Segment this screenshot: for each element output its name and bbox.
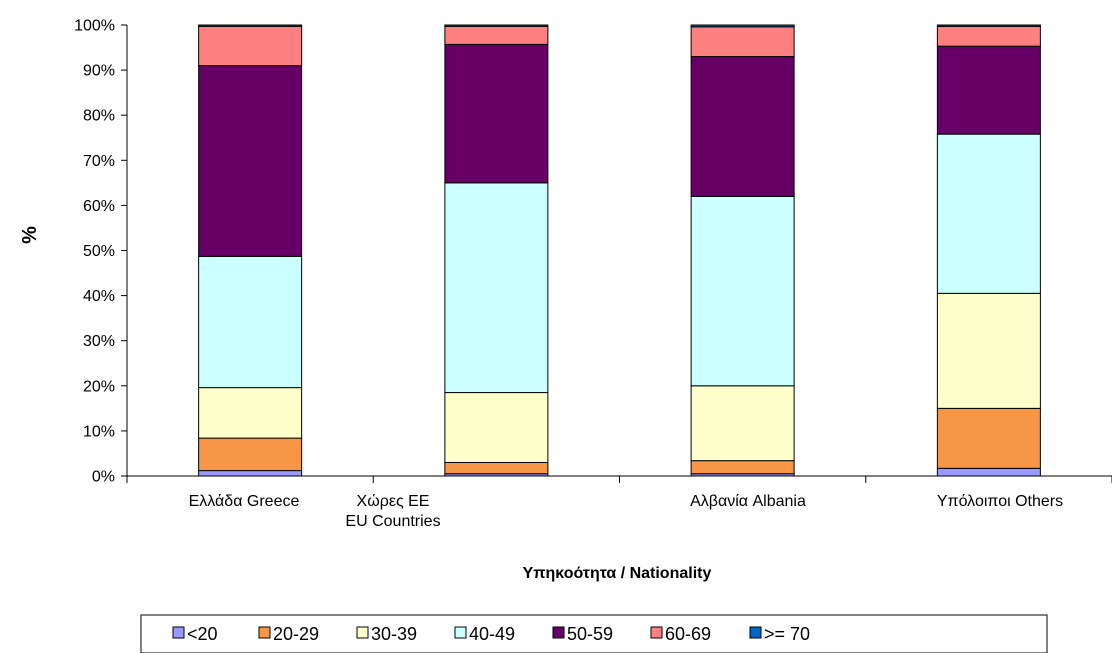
bar-segment bbox=[444, 24, 549, 27]
legend: <20 20-29 30-39 40-49 50-59 60-69 >= 70 bbox=[140, 614, 1048, 653]
bar-segment bbox=[198, 387, 303, 439]
legend-label: 50-59 bbox=[567, 624, 613, 644]
bar-segment bbox=[444, 182, 549, 394]
bar-segment bbox=[198, 470, 303, 477]
y-tick-label: 0% bbox=[92, 469, 115, 486]
bar-segment bbox=[198, 65, 303, 257]
y-axis-ticks: 0% 10% 20% 30% 40% 50% 60% 70% 80% 90% 100% bbox=[74, 18, 127, 486]
legend-label: >= 70 bbox=[764, 624, 810, 644]
y-tick-label: 50% bbox=[83, 243, 115, 260]
y-tick-label: 70% bbox=[83, 153, 115, 170]
bar-segment bbox=[444, 43, 549, 184]
bar-segment bbox=[690, 460, 795, 475]
legend-label: 60-69 bbox=[665, 624, 711, 644]
x-category-label: Χώρες ΕΕ EU Countries bbox=[345, 493, 440, 530]
x-axis-labels: Ελλάδα Greece Χώρες ΕΕ EU Countries Αλβανία… bbox=[189, 493, 1064, 530]
y-tick-label: 100% bbox=[74, 18, 115, 35]
bar-segment bbox=[444, 461, 549, 475]
bar-segment bbox=[936, 407, 1041, 469]
y-tick-label: 40% bbox=[83, 288, 115, 305]
bar-segment bbox=[198, 255, 303, 389]
legend-frame bbox=[140, 614, 1048, 653]
x-category-label: Ελλάδα Greece bbox=[189, 493, 300, 510]
bar-segment bbox=[936, 45, 1041, 135]
bar-segment bbox=[198, 25, 303, 67]
bar-segment bbox=[444, 392, 549, 463]
legend-swatch bbox=[552, 626, 565, 639]
x-category-label: Υπόλοιποι Others bbox=[937, 493, 1063, 510]
y-tick-label: 10% bbox=[83, 423, 115, 440]
bar-segment bbox=[690, 385, 795, 462]
y-tick-label: 30% bbox=[83, 333, 115, 350]
legend-swatch bbox=[258, 626, 271, 639]
bar-segment bbox=[936, 25, 1041, 47]
legend-label: 40-49 bbox=[469, 624, 515, 644]
bar-segment bbox=[690, 56, 795, 197]
x-axis-title: Υπηκοότητα / Nationality bbox=[523, 565, 712, 582]
bar-segment bbox=[936, 133, 1041, 294]
legend-label: 30-39 bbox=[371, 624, 417, 644]
legend-label: <20 bbox=[187, 624, 218, 644]
bar-segment bbox=[936, 292, 1041, 409]
bar-segment bbox=[444, 25, 549, 45]
bar-segment bbox=[936, 467, 1041, 477]
bar-segment bbox=[690, 24, 795, 28]
bars bbox=[198, 24, 1041, 477]
bar-segment bbox=[936, 24, 1041, 27]
y-tick-label: 60% bbox=[83, 198, 115, 215]
bar-segment bbox=[198, 437, 303, 472]
y-tick-label: 90% bbox=[83, 63, 115, 80]
y-axis-title: % bbox=[19, 226, 41, 244]
bar-segment bbox=[690, 26, 795, 58]
legend-swatch bbox=[356, 626, 369, 639]
y-tick-label: 20% bbox=[83, 378, 115, 395]
legend-swatch bbox=[172, 626, 185, 639]
legend-label: 20-29 bbox=[273, 624, 319, 644]
legend-swatch bbox=[749, 626, 762, 639]
legend-swatch bbox=[454, 626, 467, 639]
x-category-label: Αλβανία Albania bbox=[690, 493, 806, 510]
legend-swatch bbox=[650, 626, 663, 639]
x-axis-ticks bbox=[126, 476, 1112, 483]
bar-segment bbox=[198, 24, 303, 27]
bar-segment bbox=[690, 195, 795, 387]
y-tick-label: 80% bbox=[83, 108, 115, 125]
